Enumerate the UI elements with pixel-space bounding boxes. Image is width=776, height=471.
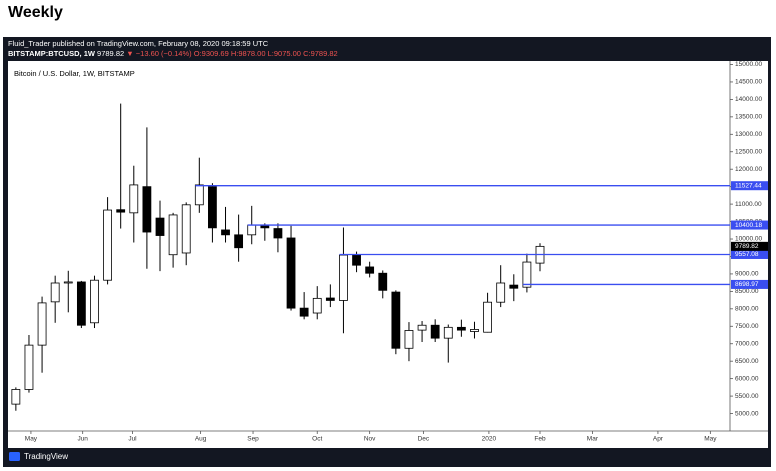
y-tick-label: 10000.00	[735, 236, 762, 243]
symbol: BITSTAMP:BTCUSD, 1W	[8, 49, 96, 58]
plot: 5000.00 5500.00 6000.00 6500.00 7000.00 7500.…	[11, 61, 768, 443]
candle-body	[352, 254, 361, 266]
low: L:9075.00	[268, 49, 301, 58]
candle-body	[365, 266, 375, 274]
x-tick-label: Apr	[653, 436, 664, 443]
x-tick-label: Mar	[587, 436, 599, 443]
x-tick-label: May	[25, 436, 38, 443]
candle-body	[129, 184, 139, 214]
candle-body	[181, 204, 191, 254]
y-tick-label: 14000.00	[735, 96, 762, 103]
y-tick-label: 13500.00	[735, 114, 762, 121]
close: C:9789.82	[303, 49, 338, 58]
candle-body	[221, 229, 230, 236]
candle-body	[37, 302, 47, 346]
x-tick-label: Aug	[195, 436, 207, 443]
y-tick-label: 7500.00	[735, 323, 759, 330]
y-tick-label: 15000.00	[735, 61, 762, 68]
candle-body	[142, 186, 152, 233]
x-tick-label: Jul	[128, 436, 137, 443]
y-tick-label: 7000.00	[735, 340, 759, 347]
last-price-box	[731, 241, 768, 251]
candle-body	[103, 209, 112, 281]
footer-brand: TradingView	[24, 452, 68, 461]
x-tick-label: Oct	[312, 436, 322, 443]
chart-label: Bitcoin / U.S. Dollar, 1W, BITSTAMP	[14, 69, 135, 78]
candle-body	[391, 291, 401, 349]
level-label: 11527.44	[735, 182, 762, 189]
candle-body	[470, 329, 479, 332]
y-tick-label: 5500.00	[735, 393, 759, 400]
candle-body	[273, 228, 283, 239]
x-tick-label: Sep	[247, 436, 259, 443]
y-tick-label: 5000.00	[735, 410, 759, 417]
candle-body	[90, 279, 99, 324]
candle-body	[155, 217, 165, 236]
candle-body	[194, 184, 204, 206]
candle-body	[417, 324, 427, 331]
candle-body	[299, 307, 309, 317]
last-price-label: 9789.82	[735, 243, 759, 250]
candle-body	[24, 344, 34, 390]
candle-body	[50, 282, 60, 303]
candle-body	[11, 389, 21, 405]
candle-body	[286, 237, 296, 309]
y-tick-label: 13000.00	[735, 131, 762, 138]
level-label: 9557.08	[735, 251, 759, 258]
level-label-box	[731, 279, 768, 289]
candle-body	[234, 234, 244, 249]
logo-icon	[9, 452, 20, 461]
x-tick-label: 2020	[482, 436, 497, 443]
candle-body	[522, 261, 532, 288]
candle-body	[76, 281, 86, 326]
candle-body	[63, 281, 73, 284]
candle-body	[325, 297, 335, 301]
level-label-box	[731, 249, 768, 259]
publisher-line: Fluid_Trader published on TradingView.co…	[8, 39, 269, 48]
candle-body	[404, 330, 414, 349]
candle-body	[378, 272, 388, 291]
high: H:9878.00	[231, 49, 266, 58]
candle-body	[456, 326, 466, 331]
y-tick-label: 6000.00	[735, 375, 759, 382]
candle-body	[443, 326, 453, 339]
candle-body	[116, 209, 126, 213]
candle-body	[312, 297, 322, 314]
candle-body	[339, 254, 348, 301]
level-label: 8698.97	[735, 281, 759, 288]
x-tick-label: Feb	[534, 436, 546, 443]
level-label-box	[731, 220, 768, 230]
level-label: 10400.18	[735, 222, 762, 229]
candle-body	[509, 284, 519, 289]
y-tick-label: 8500.00	[735, 288, 759, 295]
y-tick-label: 11000.00	[735, 201, 762, 208]
candle-body	[247, 224, 257, 236]
page-title: Weekly	[8, 4, 63, 21]
x-tick-label: May	[704, 436, 717, 443]
candle-body	[430, 324, 440, 339]
y-tick-label: 12500.00	[735, 148, 762, 155]
quote-line: BITSTAMP:BTCUSD, 1W 9789.82 ▼ −13.60 (−0…	[8, 49, 338, 58]
y-tick-label: 8000.00	[735, 306, 759, 313]
level-label-box	[731, 181, 768, 191]
y-tick-label: 9000.00	[735, 271, 759, 278]
change: ▼ −13.60 (−0.14%)	[126, 49, 192, 58]
x-tick-label: Jun	[77, 436, 88, 443]
last-price: 9789.82	[97, 49, 124, 58]
candle-body	[168, 214, 178, 256]
candle-body	[483, 301, 492, 333]
candle-body	[208, 186, 217, 229]
x-tick-label: Dec	[418, 436, 430, 443]
open: O:9309.69	[194, 49, 229, 58]
candle-body	[496, 282, 506, 303]
x-tick-label: Nov	[364, 436, 376, 443]
y-tick-label: 6500.00	[735, 358, 759, 365]
y-tick-label: 14500.00	[735, 79, 762, 86]
y-tick-label: 12000.00	[735, 166, 762, 173]
